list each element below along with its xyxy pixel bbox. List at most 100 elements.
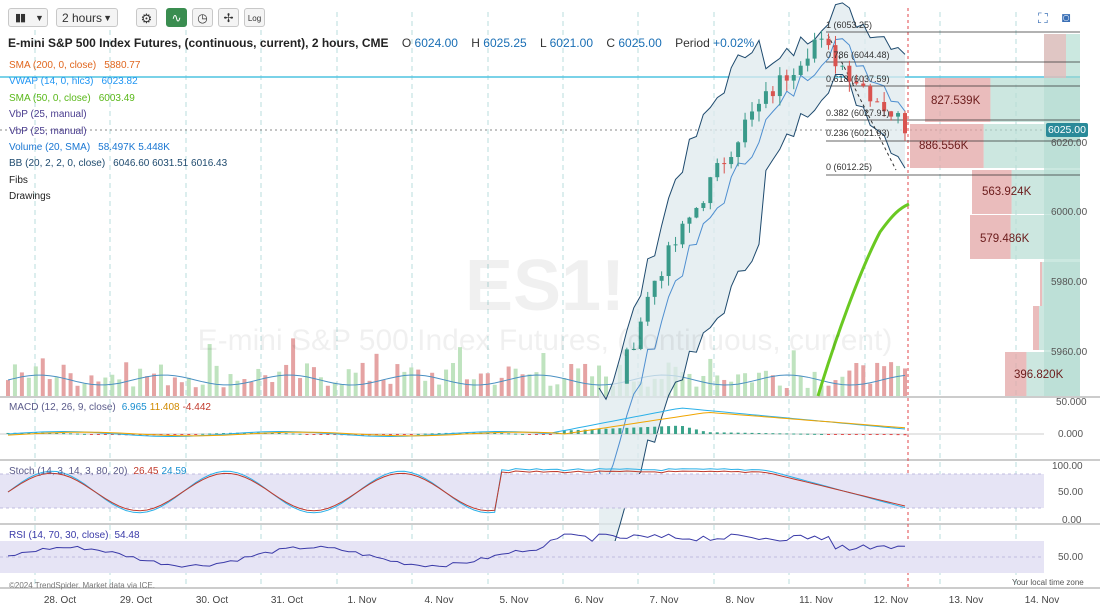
macd-signal-line <box>7 411 906 437</box>
close-value: C 6025.00 <box>606 36 662 50</box>
macd-bar <box>903 434 907 436</box>
volume-by-price <box>910 34 1080 396</box>
fib-trend-line <box>827 34 897 171</box>
log-scale-button[interactable]: Log <box>244 8 265 27</box>
study-volume[interactable]: Volume (20, SMA) 58.497K 5.448K <box>9 142 170 154</box>
macd-tick: 0.000 <box>1058 429 1084 440</box>
macd-bar <box>618 428 622 434</box>
fullscreen-icon[interactable]: ⛶ <box>1038 10 1048 26</box>
chart-header: E-mini S&P 500 Index Futures, (continuou… <box>8 36 754 50</box>
volume-bar <box>805 387 810 396</box>
volume-bar <box>882 366 887 396</box>
volume-bars <box>6 338 907 396</box>
volume-bar <box>597 365 602 396</box>
volume-bar <box>457 347 462 396</box>
candle <box>819 38 824 40</box>
time-label: 28. Oct <box>43 595 77 606</box>
macd-bar <box>604 428 608 434</box>
macd-bar <box>757 432 761 434</box>
volume-bar <box>54 377 59 396</box>
macd-bar <box>708 432 712 434</box>
macd-bar <box>646 426 650 434</box>
rsi-tick: 50.00 <box>1058 552 1084 563</box>
candle <box>784 75 789 81</box>
volume-bar <box>464 379 469 396</box>
drawing-button[interactable]: ✢ <box>218 8 239 27</box>
macd-bar <box>180 434 184 435</box>
macd-bar <box>875 434 879 435</box>
macd-bar <box>166 434 170 436</box>
vbp-up-box <box>1010 215 1080 259</box>
studies-button[interactable]: ∿ <box>166 8 187 27</box>
volume-bar <box>777 385 782 396</box>
vbp-label: 579.486K <box>980 233 1030 245</box>
vbp-label: 886.556K <box>919 140 969 152</box>
volume-bar <box>381 379 386 396</box>
macd-bar <box>541 434 545 435</box>
panel-borders <box>0 396 1100 589</box>
candle <box>833 45 838 67</box>
time-label: 1. Nov <box>347 595 377 606</box>
candle <box>708 177 713 204</box>
study-bb[interactable]: BB (20, 2, 2, 0, close) 6046.60 6031.51 6… <box>9 158 228 170</box>
bollinger-upper <box>598 2 906 401</box>
study-vbp-1[interactable]: VbP (25, manual) <box>9 109 87 121</box>
volume-bar <box>604 376 608 396</box>
vbp-down-box <box>1005 352 1027 396</box>
candle <box>868 85 873 102</box>
volume-bar <box>249 381 254 396</box>
study-sma50[interactable]: SMA (50, 0, close) 6003.49 <box>9 92 135 104</box>
vbp-down-box <box>1033 306 1040 350</box>
settings-button[interactable]: ⚙ <box>136 8 157 27</box>
candle <box>840 65 845 67</box>
candle <box>826 38 831 46</box>
macd-bar <box>493 432 497 434</box>
macd-line <box>7 407 906 438</box>
interval-select[interactable]: 2 hours ▼ <box>56 8 118 27</box>
volume-bar <box>117 379 122 396</box>
volume-bar <box>402 371 407 396</box>
volume-bar <box>165 385 170 396</box>
volume-bar <box>555 384 560 396</box>
open-value: O 6024.00 <box>401 36 458 50</box>
chart-type-button[interactable]: ▮▮ ▼ <box>8 8 48 27</box>
stoch-legend[interactable]: Stoch (14, 3, 14, 3, 80, 20) 26.45 24.59 <box>9 466 187 477</box>
clock-button[interactable]: ◷ <box>192 8 213 27</box>
interval-value: 2 hours <box>62 11 103 25</box>
macd-legend[interactable]: MACD (12, 26, 9, close) 6.965 11.408 -4.442 <box>9 402 211 413</box>
volume-bar <box>715 375 720 396</box>
timezone-label[interactable]: Your local time zone <box>1012 578 1084 587</box>
volume-bar <box>736 374 741 396</box>
volume-bar <box>423 380 428 396</box>
camera-icon[interactable]: ◙ <box>1062 9 1071 25</box>
macd-bar <box>792 433 796 435</box>
candle <box>694 207 699 218</box>
drawing-icon: ✢ <box>223 11 234 25</box>
study-drawings[interactable]: Drawings <box>9 191 51 203</box>
study-vbp-2[interactable]: VbP (25, manual) <box>9 125 87 137</box>
study-fibs[interactable]: Fibs <box>9 174 28 186</box>
macd-bar <box>590 429 594 434</box>
price-tick: 5980.00 <box>1051 277 1088 288</box>
macd-bar <box>507 433 511 435</box>
macd-bar <box>270 432 274 434</box>
study-sma200[interactable]: SMA (200, 0, close) 5880.77 <box>9 60 141 71</box>
volume-bar <box>138 368 143 396</box>
candle <box>861 83 866 86</box>
volume-bar <box>520 374 525 396</box>
macd-bar <box>409 434 413 435</box>
macd-bar <box>632 427 636 434</box>
study-vwap[interactable]: VWAP (14, 0, hlc3) 6023.82 <box>9 76 138 88</box>
rsi-legend[interactable]: RSI (14, 70, 30, close) 54.48 <box>9 530 140 541</box>
volume-bar <box>214 365 219 396</box>
macd-bar <box>639 427 643 434</box>
fib-label: 0 (6012.25) <box>826 162 873 172</box>
high-value: H 6025.25 <box>471 36 527 50</box>
candle <box>715 163 720 178</box>
stoch-d-line <box>7 470 906 512</box>
volume-bar <box>12 364 17 396</box>
candle <box>736 142 741 158</box>
macd-bar <box>284 433 288 435</box>
macd-bar <box>103 434 107 435</box>
